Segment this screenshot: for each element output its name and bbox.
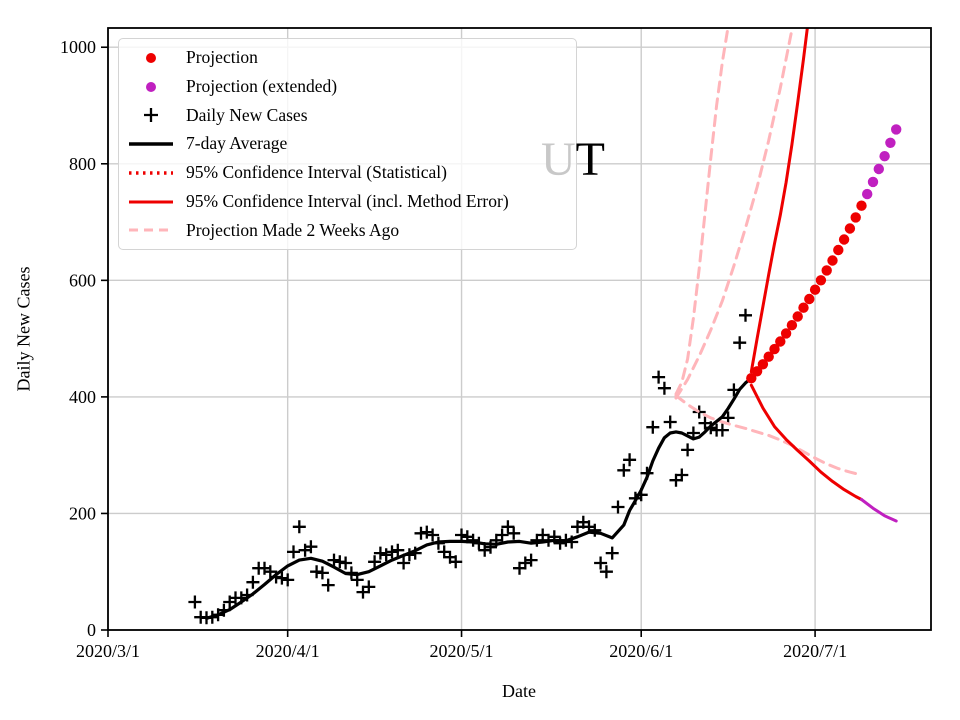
watermark-letter-u: U bbox=[541, 133, 576, 186]
projection-2-weeks-ago-lower bbox=[674, 394, 863, 477]
y-tick-label: 800 bbox=[69, 154, 96, 174]
legend-item-ci-statistical: 95% Confidence Interval (Statistical) bbox=[128, 159, 576, 187]
series-layer bbox=[188, 28, 902, 625]
x-tick-label: 2020/6/1 bbox=[609, 641, 673, 661]
x-tick-label: 2020/5/1 bbox=[430, 641, 494, 661]
ci-lower-extended bbox=[860, 498, 898, 523]
y-tick-label: 1000 bbox=[60, 37, 96, 57]
legend-item-daily-new-cases: Daily New Cases bbox=[128, 101, 576, 129]
watermark-letter-t: T bbox=[575, 133, 605, 186]
red-dotted-line-marker-icon bbox=[128, 165, 174, 181]
x-axis-title: Date bbox=[502, 681, 536, 701]
watermark: UT bbox=[541, 136, 605, 184]
ci-method-error-upper bbox=[749, 28, 809, 374]
seven-day-average-line bbox=[204, 376, 753, 620]
legend-label: Projection Made 2 Weeks Ago bbox=[186, 219, 400, 240]
x-tick-label: 2020/7/1 bbox=[783, 641, 847, 661]
projection-2-weeks-ago-middle bbox=[674, 28, 794, 400]
legend-item-projection: Projection bbox=[128, 44, 576, 72]
projection-2-weeks-ago-upper bbox=[674, 28, 730, 396]
red-dot-marker-icon bbox=[128, 50, 174, 66]
y-tick-label: 400 bbox=[69, 387, 96, 407]
legend-label: Daily New Cases bbox=[186, 104, 308, 125]
legend-item-ci-method-error: 95% Confidence Interval (incl. Method Er… bbox=[128, 188, 576, 216]
y-tick-label: 0 bbox=[87, 620, 96, 640]
legend-label: Projection (extended) bbox=[186, 75, 338, 96]
legend-label: 95% Confidence Interval (incl. Method Er… bbox=[186, 190, 509, 211]
legend-label: Projection bbox=[186, 47, 258, 67]
magenta-dot-marker-icon bbox=[128, 79, 174, 95]
y-tick-label: 600 bbox=[69, 270, 96, 290]
x-tick-label: 2020/3/1 bbox=[76, 641, 140, 661]
projection-dots bbox=[746, 200, 867, 384]
plot-border bbox=[107, 27, 932, 631]
legend-item-7-day-average: 7-day Average bbox=[128, 130, 576, 158]
x-tick-label: 2020/4/1 bbox=[256, 641, 320, 661]
plus-marker-icon bbox=[128, 107, 174, 123]
axis-ticks: 2020/3/1 2020/4/1 2020/5/1 2020/6/1 2020/7/1… bbox=[60, 37, 847, 661]
legend-label: 7-day Average bbox=[186, 133, 288, 154]
legend-label: 95% Confidence Interval (Statistical) bbox=[186, 162, 447, 182]
projection-extended-dots bbox=[862, 124, 902, 200]
y-axis-title: Daily New Cases bbox=[13, 266, 34, 392]
ci-method-error-lower bbox=[749, 383, 863, 501]
y-tick-label: 200 bbox=[69, 503, 96, 523]
red-line-marker-icon bbox=[128, 194, 174, 210]
pink-dashed-line-marker-icon bbox=[128, 222, 174, 238]
black-line-marker-icon bbox=[128, 136, 174, 152]
legend-item-projection-extended: Projection (extended) bbox=[128, 73, 576, 101]
legend-item-projection-2-weeks-ago: Projection Made 2 Weeks Ago bbox=[128, 216, 576, 244]
legend: Projection Projection (extended) Daily N… bbox=[118, 38, 577, 250]
